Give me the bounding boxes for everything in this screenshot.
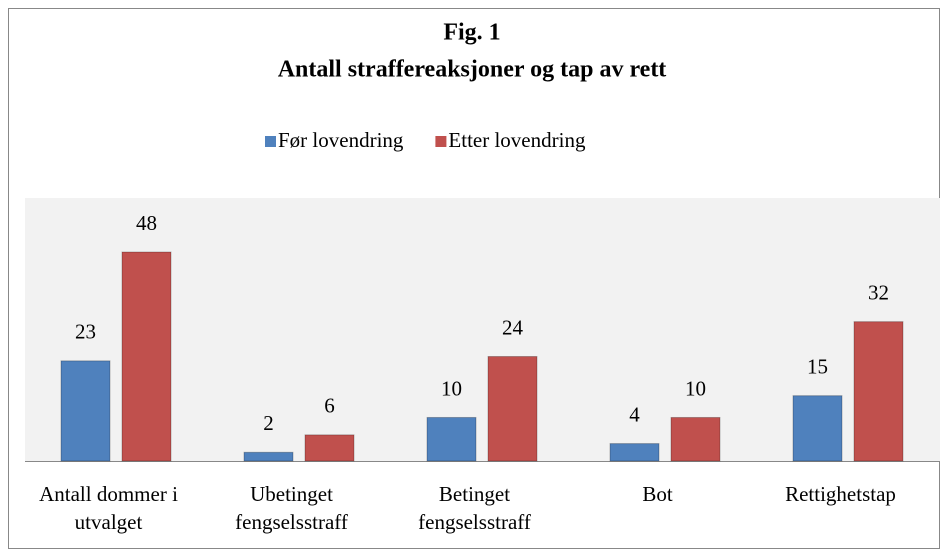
x-tick-label: Antall dommer i utvalget <box>39 482 178 534</box>
bar <box>853 321 904 462</box>
bar <box>121 251 172 462</box>
data-label: 15 <box>807 355 828 379</box>
data-label: 2 <box>263 411 274 435</box>
legend-label: Etter lovendring <box>448 128 586 152</box>
bar <box>60 360 111 462</box>
bar <box>304 434 355 462</box>
x-tick-label: Bot <box>642 482 673 506</box>
bar <box>487 356 538 462</box>
data-label: 10 <box>441 376 462 400</box>
chart-title: Fig. 1 <box>443 20 500 46</box>
data-label: 32 <box>868 280 889 304</box>
data-label: 4 <box>629 402 640 426</box>
x-tick-label: Betinget fengselsstraff <box>418 482 531 534</box>
bar <box>426 416 477 462</box>
bar <box>609 443 660 462</box>
data-label: 6 <box>324 394 335 418</box>
plot-area <box>25 198 940 462</box>
x-tick-label: Rettighetstap <box>785 482 896 506</box>
bar <box>243 451 294 462</box>
bar <box>792 395 843 462</box>
data-label: 24 <box>502 315 524 339</box>
data-label: 10 <box>685 376 706 400</box>
legend-swatch <box>435 136 447 147</box>
chart-subtitle: Antall straffereaksjoner og tap av rett <box>278 57 667 83</box>
bar <box>670 416 721 462</box>
legend-label: Før lovendring <box>278 128 404 152</box>
legend-swatch <box>265 136 276 147</box>
data-label: 23 <box>75 320 96 344</box>
x-tick-label: Ubetinget fengselsstraff <box>235 482 348 534</box>
data-label: 48 <box>136 211 157 235</box>
